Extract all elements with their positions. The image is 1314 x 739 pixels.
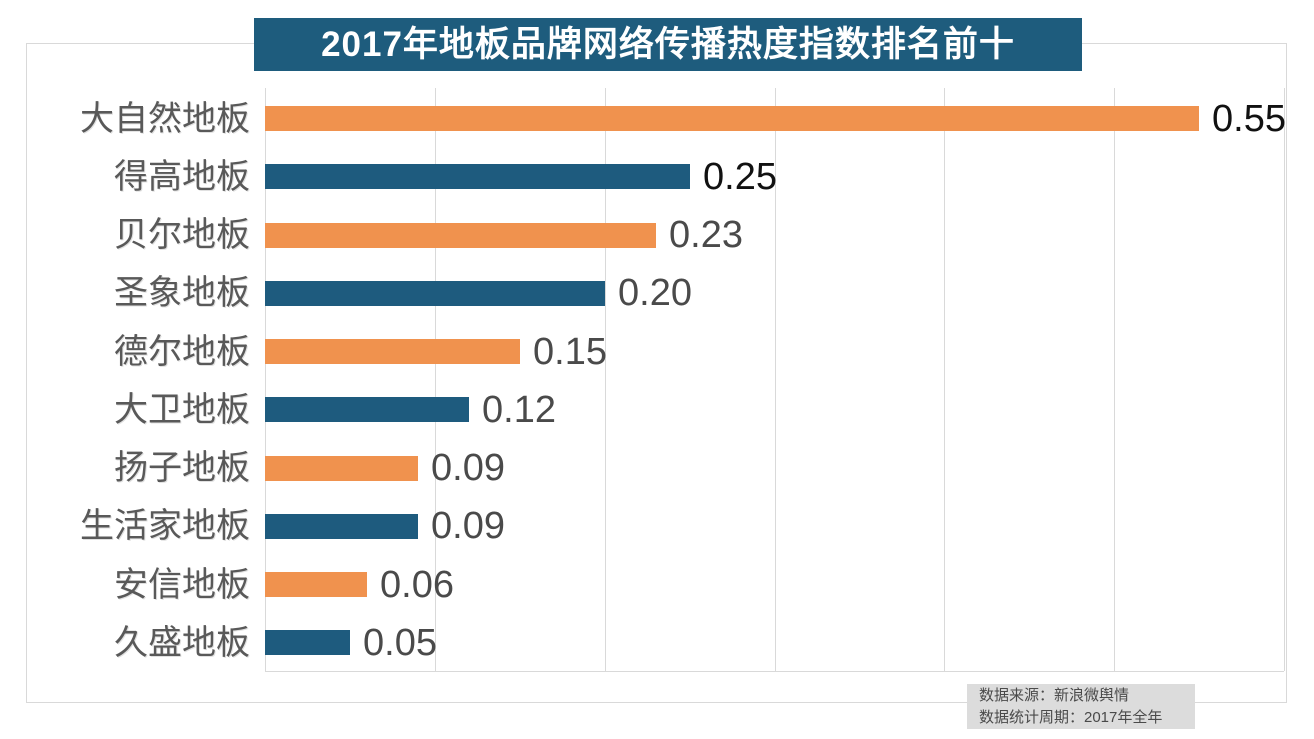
gridline: [265, 88, 266, 671]
value-label: 0.55: [1212, 98, 1286, 140]
category-label: 安信地板: [114, 566, 250, 604]
plot-area: [265, 88, 1285, 672]
value-label: 0.12: [482, 389, 556, 431]
category-label: 久盛地板: [114, 624, 250, 662]
bar-德尔地板: [265, 339, 520, 364]
value-label: 0.06: [380, 564, 454, 606]
gridline: [1284, 88, 1285, 671]
category-label: 大自然地板: [80, 100, 250, 138]
value-label: 0.05: [363, 622, 437, 664]
bar-贝尔地板: [265, 223, 656, 248]
gridline: [435, 88, 436, 671]
chart-border-box: [26, 43, 1287, 703]
category-label: 贝尔地板: [114, 216, 250, 254]
bar-扬子地板: [265, 456, 418, 481]
gridline: [605, 88, 606, 671]
bar-大自然地板: [265, 106, 1199, 131]
gridline: [944, 88, 945, 671]
bar-生活家地板: [265, 514, 418, 539]
bar-得高地板: [265, 164, 690, 189]
category-label: 得高地板: [114, 158, 250, 196]
value-label: 0.09: [431, 505, 505, 547]
value-label: 0.23: [669, 214, 743, 256]
value-label: 0.15: [533, 331, 607, 373]
source-note-line2: 数据统计周期：2017年全年: [979, 709, 1163, 726]
category-label: 德尔地板: [114, 333, 250, 371]
category-label: 生活家地板: [80, 507, 250, 545]
category-label: 大卫地板: [114, 391, 250, 429]
bar-大卫地板: [265, 397, 469, 422]
chart-title: 2017年地板品牌网络传播热度指数排名前十: [254, 18, 1082, 71]
category-label: 圣象地板: [114, 274, 250, 312]
value-label: 0.09: [431, 447, 505, 489]
gridline: [1114, 88, 1115, 671]
source-note: 数据来源：新浪微舆情 数据统计周期：2017年全年: [967, 684, 1195, 729]
category-label: 扬子地板: [114, 449, 250, 487]
bar-圣象地板: [265, 281, 605, 306]
value-label: 0.25: [703, 156, 777, 198]
bar-久盛地板: [265, 630, 350, 655]
value-label: 0.20: [618, 272, 692, 314]
bar-安信地板: [265, 572, 367, 597]
source-note-line1: 数据来源：新浪微舆情: [979, 687, 1130, 704]
gridline: [775, 88, 776, 671]
